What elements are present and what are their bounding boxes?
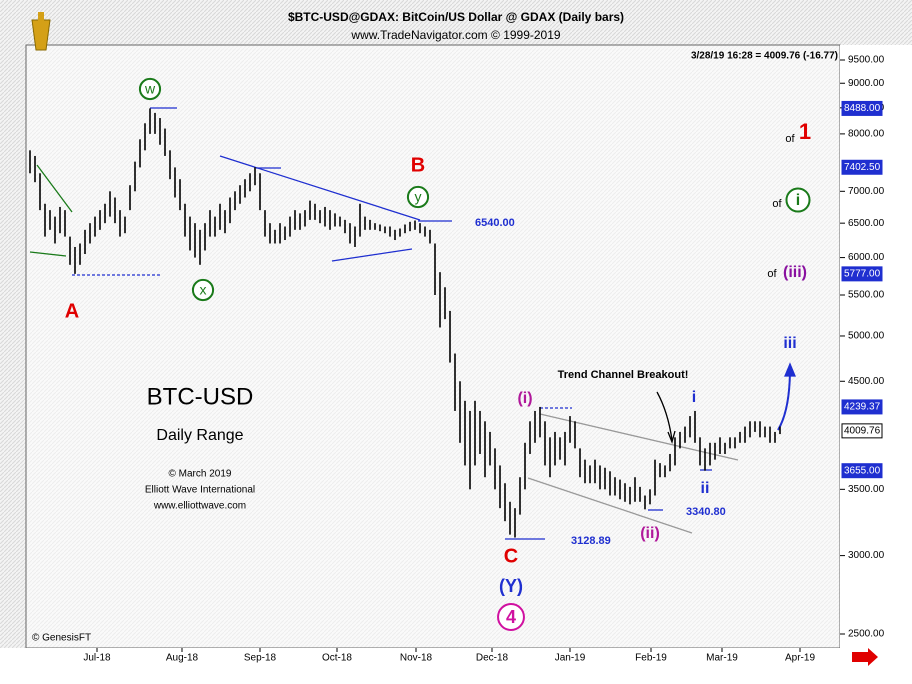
annotation: Trend Channel Breakout! <box>558 369 689 381</box>
x-tick-label: Feb-19 <box>635 653 667 664</box>
annotation: i <box>692 389 696 406</box>
wave-circle <box>497 603 525 631</box>
price-marker-label: 7402.50 <box>844 162 881 173</box>
price-marker <box>841 159 883 175</box>
annotation: (i) <box>517 390 532 407</box>
y-tick-label: 6000.00 <box>848 252 885 263</box>
price-marker <box>841 399 883 415</box>
x-tick-label: Mar-19 <box>706 653 738 664</box>
price-marker-label: 8488.00 <box>844 103 881 114</box>
annotation: 6540.00 <box>475 217 515 229</box>
plot-area <box>25 44 841 649</box>
annotation: A <box>65 300 79 322</box>
annotation: ii <box>701 480 710 497</box>
logo <box>31 12 51 51</box>
wave-circle <box>138 77 162 101</box>
annotation: of <box>767 268 777 280</box>
annotation: (ii) <box>640 525 660 542</box>
footer: © GenesisFT <box>32 633 91 644</box>
wave-circle <box>785 187 811 213</box>
info-text: © March 2019 <box>169 469 232 480</box>
x-tick-label: Apr-19 <box>785 653 815 664</box>
info-text: Daily Range <box>156 427 243 444</box>
x-axis-area <box>0 648 912 684</box>
scroll-arrow[interactable] <box>852 648 878 666</box>
price-marker-label: 4239.37 <box>844 402 881 413</box>
annotation: 1 <box>799 119 811 144</box>
y-tick-label: 4500.00 <box>848 376 885 387</box>
annotation: C <box>504 545 518 567</box>
y-tick-label: 3000.00 <box>848 550 885 561</box>
annotation: 3128.89 <box>571 535 611 547</box>
annotation: (Y) <box>499 576 523 596</box>
x-tick-label: Sep-18 <box>244 653 277 664</box>
y-tick-label: 5000.00 <box>848 331 885 342</box>
info-text: Elliott Wave International <box>145 485 255 496</box>
price-marker <box>841 423 883 439</box>
y-tick-label: 9500.00 <box>848 55 885 66</box>
quote: 3/28/19 16:28 = 4009.76 (-16.77) <box>691 51 838 62</box>
trendlines <box>29 107 796 540</box>
annotation: y <box>415 189 422 205</box>
info-text: BTC-USD <box>147 383 254 410</box>
y-tick-label: 8000.00 <box>848 129 885 140</box>
x-tick-label: Jul-18 <box>83 653 111 664</box>
x-tick-label: Aug-18 <box>166 653 199 664</box>
annotation: w <box>144 81 156 97</box>
y-axis-area <box>840 45 912 648</box>
annotation: B <box>411 154 425 176</box>
info-text: www.elliottwave.com <box>153 501 246 512</box>
annotation: x <box>200 282 207 298</box>
y-tick-label: 5500.00 <box>848 290 885 301</box>
wave-circle <box>191 278 215 302</box>
price-marker-label: 5777.00 <box>844 269 881 280</box>
x-tick-label: Dec-18 <box>476 653 509 664</box>
annotation: iii <box>783 335 796 352</box>
chart-title: $BTC-USD@GDAX: BitCoin/US Dollar @ GDAX … <box>288 10 624 24</box>
price-marker-label: 4009.76 <box>844 426 881 437</box>
y-tick-label: 6500.00 <box>848 218 885 229</box>
price-marker <box>841 266 883 282</box>
y-tick-label: 2500.00 <box>848 629 885 640</box>
y-tick-label: 9000.00 <box>848 78 885 89</box>
chart-subtitle: www.TradeNavigator.com © 1999-2019 <box>350 28 560 42</box>
x-tick-label: Oct-18 <box>322 653 352 664</box>
y-tick-label: 7000.00 <box>848 186 885 197</box>
price-marker <box>841 100 883 116</box>
annotation: 4 <box>506 607 516 627</box>
price-bars <box>29 108 781 538</box>
annotation: of <box>772 198 782 210</box>
y-tick-label: 3500.00 <box>848 484 885 495</box>
annotation: i <box>796 192 800 209</box>
wave-circle <box>406 185 430 209</box>
x-tick-label: Nov-18 <box>400 653 433 664</box>
annotation: (iii) <box>783 264 807 281</box>
price-marker-label: 3655.00 <box>844 465 881 476</box>
x-tick-label: Jan-19 <box>555 653 586 664</box>
annotation: 3340.80 <box>686 506 726 518</box>
annotation: of <box>785 133 795 145</box>
price-marker <box>841 463 883 479</box>
